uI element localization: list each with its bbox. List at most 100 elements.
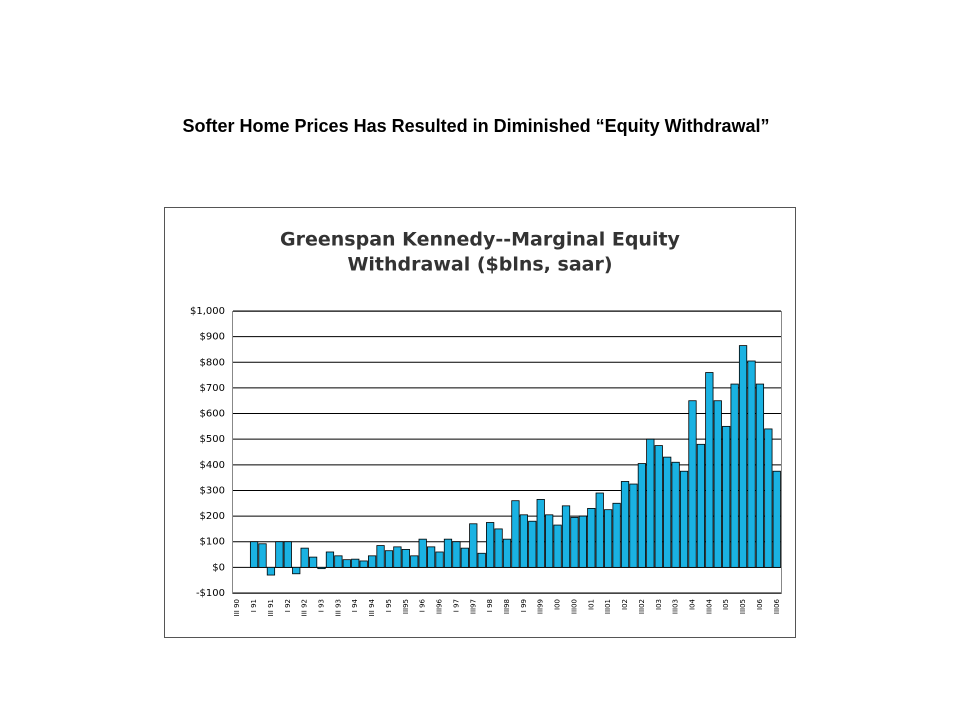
bar [755,383,765,568]
bar [283,541,292,568]
bar [435,551,444,568]
bar [561,505,571,568]
bar [637,463,647,568]
y-tick-label: $300 [200,485,225,496]
bar [663,456,672,568]
x-tick-label: III 94 [368,598,376,616]
x-tick-label: I 95 [385,599,393,612]
y-tick-label: $400 [200,460,225,471]
bar [620,481,630,568]
bar [418,538,427,568]
x-tick-label: I 97 [452,599,460,612]
bar [376,545,385,568]
bar [604,509,613,568]
y-tick-label: $100 [200,537,225,548]
x-tick-label: I 98 [486,599,494,612]
bar [654,445,663,568]
bar [705,372,714,568]
bar [460,547,469,568]
bar [553,524,562,568]
chart-title: Greenspan Kennedy--Marginal Equity [280,229,680,251]
bar [587,507,596,568]
bar [384,550,394,568]
x-tick-label: I00 [554,599,562,610]
bar [764,428,773,568]
bar [688,400,697,568]
x-tick-label: I 96 [419,598,427,612]
x-tick-label: I 92 [284,599,292,612]
x-tick-label: III97 [469,599,477,614]
bar [469,523,478,568]
x-tick-label: III02 [638,599,646,614]
x-tick-label: I01 [587,599,595,610]
bar [427,546,436,568]
y-tick-label: -$100 [196,588,225,599]
bar [545,514,554,568]
bar [317,566,326,570]
x-tick-label: I05 [722,599,730,610]
bar [679,470,689,568]
bar [595,492,604,568]
bar [266,566,276,576]
bar [359,560,368,568]
bar [536,499,545,568]
bar [351,558,360,568]
bar [486,522,495,568]
x-tick-label: I06 [756,598,764,610]
bar [772,470,781,568]
bar [502,538,512,568]
bar [249,541,259,568]
bar [730,383,739,568]
x-tick-label: I 93 [318,599,326,612]
bar [410,555,419,568]
bar [612,502,621,568]
bar [275,541,284,568]
y-tick-label: $500 [200,434,225,445]
bar [528,520,537,568]
bar [713,400,722,568]
x-tick-label: III03 [672,599,680,614]
x-tick-label: I02 [621,599,629,610]
bar [519,514,528,568]
y-tick-label: $700 [200,383,225,394]
bar [452,541,461,568]
bar [342,559,351,568]
x-tick-label: III 92 [301,599,309,616]
bar [570,516,579,568]
x-tick-label: III 91 [267,599,275,616]
x-tick-label: I 99 [520,599,528,612]
x-tick-label: III96 [436,598,444,614]
bar [696,443,706,568]
y-tick-label: $0 [212,562,225,573]
y-tick-label: $600 [200,409,225,420]
bar [300,547,309,568]
x-tick-label: III 90 [233,599,241,616]
x-tick-label: III04 [705,598,713,614]
y-tick-label: $1,000 [190,306,225,317]
bar [334,555,343,568]
x-tick-label: III 93 [334,599,342,616]
bar [578,515,587,568]
x-tick-label: III95 [402,599,410,614]
x-tick-label: I04 [688,598,696,610]
bar [443,538,453,568]
bar [646,438,655,568]
y-tick-label: $200 [200,511,225,522]
x-tick-label: III06 [773,598,781,614]
bar [511,500,520,568]
bar [722,425,731,568]
bar [747,360,756,568]
bar [477,552,486,568]
bar [308,556,318,568]
bar [738,345,748,568]
x-tick-label: III98 [503,599,511,614]
bar [393,546,402,568]
bar [325,551,335,568]
bar [629,483,638,568]
bar [494,528,503,568]
x-tick-label: I 94 [351,598,359,612]
x-tick-label: III99 [537,599,545,614]
y-tick-label: $900 [200,332,225,343]
bar [671,461,680,568]
